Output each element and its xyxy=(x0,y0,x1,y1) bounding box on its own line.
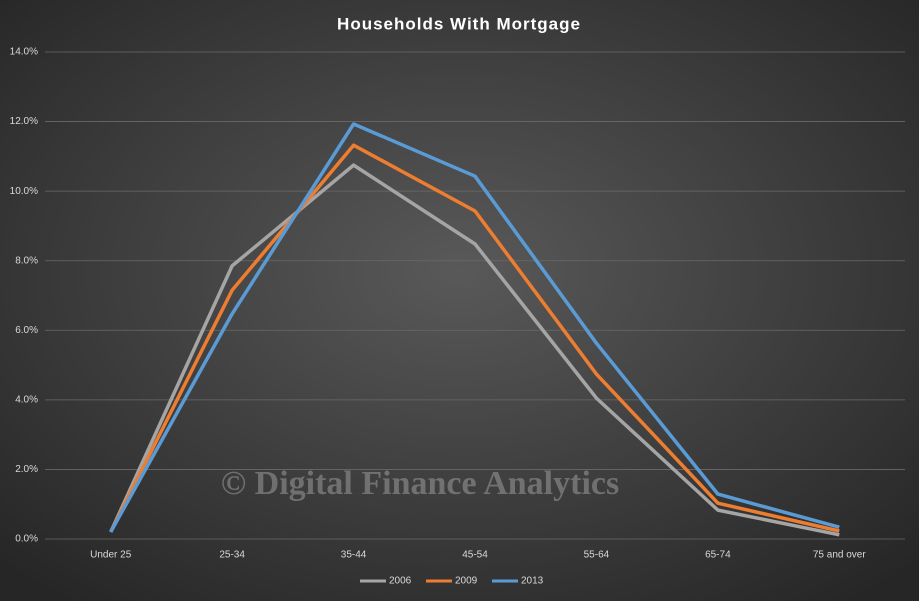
chart-title: Households With Mortgage xyxy=(337,14,581,33)
legend-label: 2009 xyxy=(455,576,478,587)
watermark: © Digital Finance Analytics xyxy=(221,465,619,502)
data-line xyxy=(109,143,840,533)
data-line xyxy=(109,122,840,533)
data-line xyxy=(109,163,840,537)
x-tick-label: 25-34 xyxy=(219,550,245,561)
x-tick-label: 55-64 xyxy=(584,550,610,561)
legend-label: 2013 xyxy=(521,576,544,587)
x-tick-label: 45-54 xyxy=(462,550,488,561)
y-tick-label: 12.0% xyxy=(10,116,38,127)
y-tick-label: 14.0% xyxy=(10,47,38,58)
y-tick-label: 4.0% xyxy=(15,394,38,405)
y-tick-label: 6.0% xyxy=(15,325,38,336)
y-tick-label: 0.0% xyxy=(15,534,38,545)
y-tick-label: 2.0% xyxy=(15,464,38,475)
y-tick-label: 10.0% xyxy=(10,186,38,197)
x-tick-label: 65-74 xyxy=(705,550,731,561)
legend-label: 2006 xyxy=(389,576,412,587)
y-tick-label: 8.0% xyxy=(15,255,38,266)
x-tick-label: Under 25 xyxy=(90,550,132,561)
x-tick-label: 35-44 xyxy=(341,550,367,561)
x-tick-label: 75 and over xyxy=(813,550,866,561)
